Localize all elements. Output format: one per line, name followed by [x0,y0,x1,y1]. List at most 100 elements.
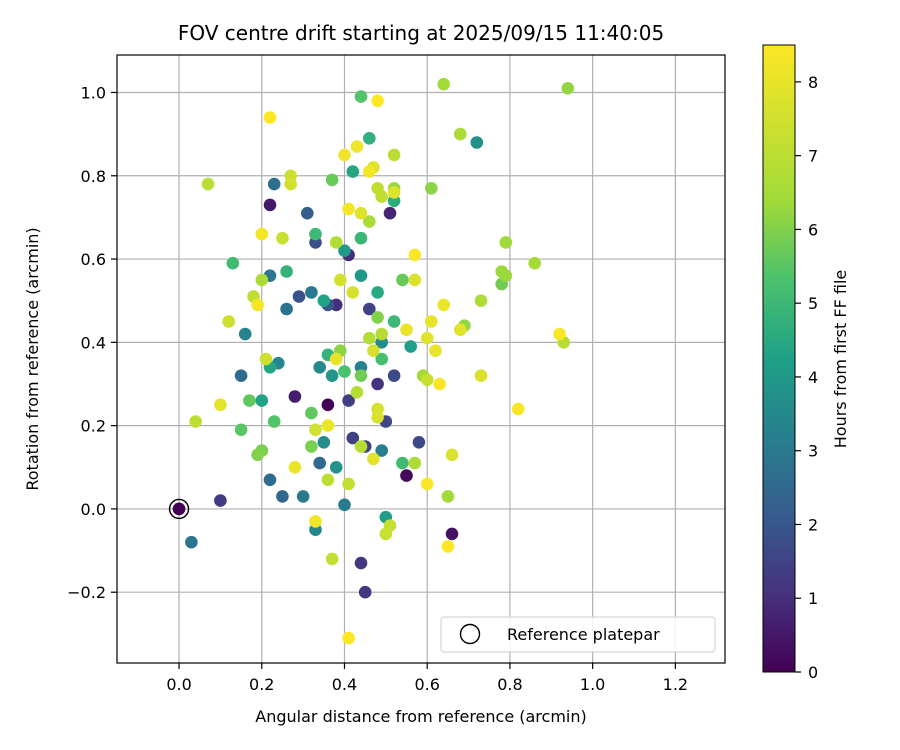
colorbar-tick-label: 4 [808,368,818,387]
data-point [309,423,322,437]
data-point [214,398,227,412]
data-point [301,206,314,220]
y-axis-label: Rotation from reference (arcmin) [23,227,42,490]
data-point [350,140,364,153]
data-point [375,444,389,457]
x-axis-label: Angular distance from reference (arcmin) [255,707,586,726]
data-point [363,132,376,145]
data-point [420,477,434,491]
data-point [305,440,318,453]
data-point [321,419,335,432]
data-point [317,294,331,308]
data-point [251,448,264,462]
data-point [499,236,513,249]
data-point [371,94,384,108]
data-points [172,77,575,645]
data-point [400,323,413,337]
data-point [329,461,343,474]
y-tick-label: 0.2 [81,417,106,436]
data-point [342,477,355,491]
data-point [400,469,413,482]
data-point [305,406,318,420]
data-point [342,394,355,407]
data-point [408,273,422,287]
data-point [354,90,368,103]
grid-lines [117,55,725,663]
data-point [334,273,347,287]
data-point [363,302,376,316]
x-tick-label: 1.2 [663,675,688,694]
data-point [363,165,376,178]
data-point [317,436,331,449]
data-point [420,373,434,387]
data-point [284,177,298,191]
data-point [375,327,389,341]
data-point [367,344,380,358]
data-point [425,182,438,195]
data-point [363,331,376,345]
data-point [214,494,227,507]
data-point [292,290,306,303]
legend: Reference platepar [440,616,716,653]
y-tick-label: 0.0 [81,500,106,519]
y-axis-ticks: −0.2 0.0 0.2 0.4 0.6 0.8 1.0 [67,83,117,602]
data-point [396,456,409,470]
data-point [276,490,289,503]
legend-entry-reference: Reference platepar [507,625,660,644]
y-tick-label: 0.4 [81,333,106,352]
y-tick-label: 0.8 [81,167,106,186]
data-point [445,448,459,462]
data-point [321,473,335,487]
data-point [511,402,525,416]
data-point [201,177,215,191]
colorbar-ticks: 0 1 2 3 4 5 6 7 8 [795,73,818,682]
data-point [412,436,426,449]
data-point [329,236,343,249]
data-point [454,127,467,141]
data-point [288,461,302,474]
colorbar-tick-label: 8 [808,73,818,92]
data-point [338,148,351,162]
data-point [470,136,484,149]
colorbar-tick-label: 0 [808,663,818,682]
data-point [189,415,202,428]
colorbar-tick-label: 3 [808,442,818,461]
data-point [354,231,368,245]
data-point [528,256,541,270]
data-point [329,352,343,366]
data-point [346,431,360,445]
data-point [321,398,335,412]
data-point [259,352,273,366]
x-tick-label: 0.2 [249,675,274,694]
colorbar-label: Hours from first FF file [831,270,850,449]
reference-ring [168,498,190,520]
data-point [267,177,281,191]
data-point [396,273,409,287]
x-tick-label: 1.0 [580,675,605,694]
data-point [387,369,401,383]
data-point [267,415,281,428]
colorbar: 0 1 2 3 4 5 6 7 8 Hours from first FF file [762,44,850,682]
data-point [441,540,455,553]
data-point [408,456,422,470]
data-point [387,186,401,199]
data-point [309,227,322,241]
data-point [255,273,269,287]
data-point [280,302,293,316]
data-point [371,311,384,324]
legend-box [440,616,716,653]
chart-title: FOV centre drift starting at 2025/09/15 … [178,21,664,45]
data-point [280,265,293,278]
data-point [234,423,248,437]
data-point [379,527,393,541]
data-point [354,206,368,220]
colorbar-tick-label: 6 [808,220,818,239]
legend-marker [459,623,481,645]
x-tick-label: 0.0 [166,675,191,694]
data-point [495,265,509,278]
data-point [408,248,422,262]
data-point [375,352,389,366]
data-point [338,365,351,378]
data-point [255,227,269,241]
data-point [338,244,351,257]
